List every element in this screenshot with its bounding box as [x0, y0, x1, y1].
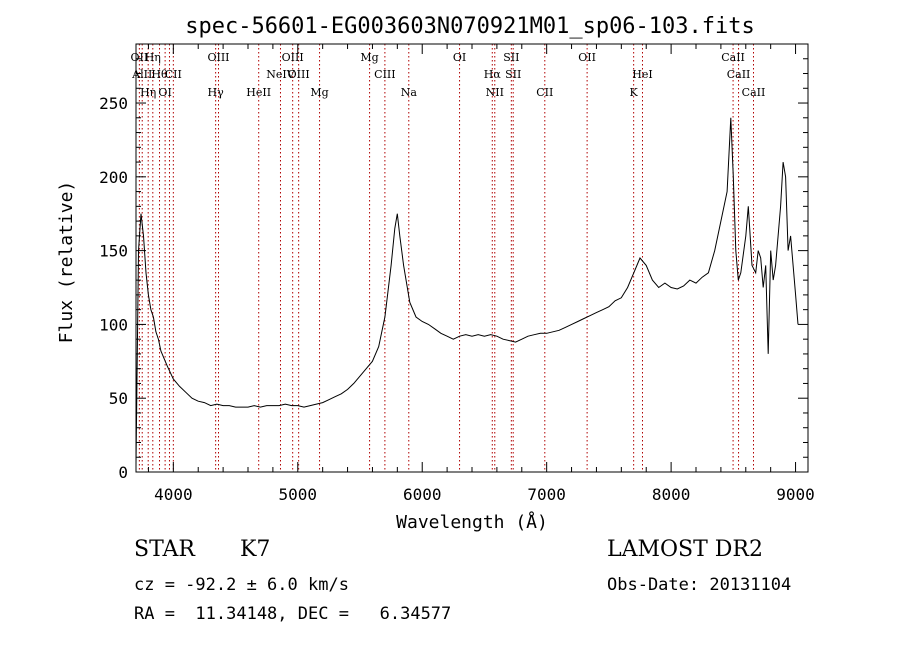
- line-marker-label: CII: [536, 86, 553, 99]
- object-class: STAR: [134, 537, 195, 562]
- y-tick-label: 250: [99, 94, 128, 113]
- line-marker-label: Hα: [484, 68, 502, 81]
- x-tick-label: 5000: [279, 485, 318, 504]
- survey-name: LAMOST DR2: [607, 537, 763, 562]
- line-marker-label: K: [630, 86, 639, 99]
- line-markers: [138, 44, 754, 472]
- line-marker-label: OIII: [282, 51, 304, 64]
- line-marker-label: OII: [578, 51, 596, 64]
- x-axis-ticks: 4000 5000 6000 7000 8000 9000: [147, 44, 815, 504]
- line-marker-label: HeII: [246, 86, 271, 99]
- line-marker-label: OIII: [207, 51, 229, 64]
- y-axis-label: Flux (relative): [56, 181, 77, 344]
- x-tick-label: 9000: [776, 485, 815, 504]
- line-marker-label: Mg: [360, 51, 378, 64]
- line-marker-labels: OIIAlIIHηHηHθOICIIHγOIIINeIVHeIIOIIIOIII…: [131, 51, 766, 99]
- line-marker-label: OI: [158, 86, 171, 99]
- line-marker-label: CaII: [727, 68, 751, 81]
- line-marker-label: OIII: [288, 68, 310, 81]
- object-subclass: K7: [240, 537, 271, 562]
- coordinates-text: RA = 11.34148, DEC = 6.34577: [134, 604, 452, 624]
- obs-date-text: Obs-Date: 20131104: [607, 575, 792, 595]
- x-tick-label: 6000: [403, 485, 442, 504]
- y-tick-label: 0: [118, 463, 128, 482]
- x-tick-label: 8000: [652, 485, 691, 504]
- x-tick-label: 4000: [154, 485, 193, 504]
- line-marker-label: NII: [486, 86, 504, 99]
- y-tick-label: 200: [99, 168, 128, 187]
- y-tick-label: 150: [99, 242, 128, 261]
- line-marker-label: CaII: [721, 51, 745, 64]
- line-marker-label: HeI: [632, 68, 652, 81]
- y-axis-ticks: 0 50 100 150 200 250: [99, 58, 808, 482]
- line-marker-label: Hθ: [151, 68, 168, 81]
- x-axis-label: Wavelength (Å): [396, 511, 548, 533]
- line-marker-label: OI: [453, 51, 466, 64]
- line-marker-label: OII: [131, 51, 149, 64]
- y-tick-label: 50: [109, 389, 128, 408]
- line-marker-label: Mg: [310, 86, 328, 99]
- line-marker-label: AlII: [131, 68, 152, 81]
- line-marker-label: NeIV: [266, 68, 295, 81]
- line-marker-label: CII: [165, 68, 182, 81]
- line-marker-label: SII: [503, 51, 519, 64]
- spectrum-series-line: [135, 117, 799, 465]
- line-marker-label: Hη: [140, 86, 156, 99]
- plot-frame: [135, 43, 809, 473]
- chart-title: spec-56601-EG003603N070921M01_sp06-103.f…: [185, 14, 755, 39]
- redshift-text: cz = -92.2 ± 6.0 km/s: [134, 575, 349, 595]
- line-marker-label: CIII: [374, 68, 395, 81]
- line-marker-label: Na: [401, 86, 418, 99]
- line-marker-label: Hη: [145, 51, 161, 64]
- y-tick-label: 100: [99, 315, 128, 334]
- line-marker-label: Hγ: [208, 86, 225, 99]
- x-tick-label: 7000: [527, 485, 566, 504]
- line-marker-label: CaII: [742, 86, 766, 99]
- line-marker-label: SII: [505, 68, 521, 81]
